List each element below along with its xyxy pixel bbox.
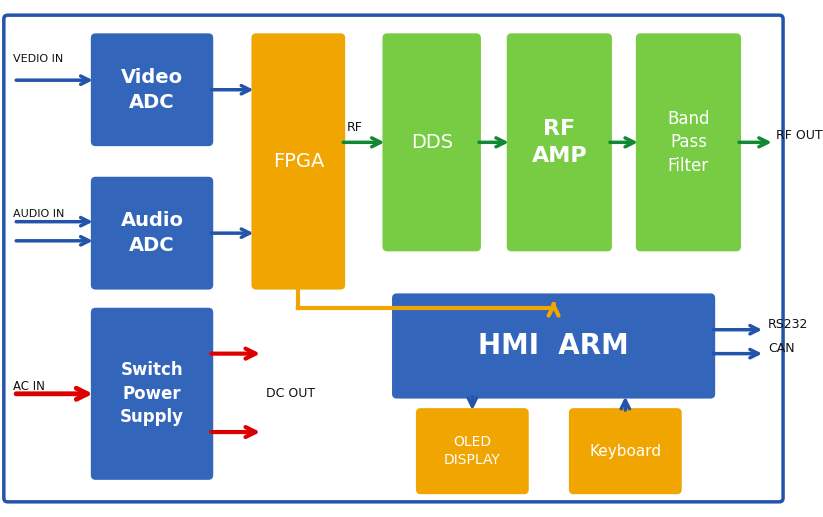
Text: Switch
Power
Supply: Switch Power Supply — [120, 361, 184, 427]
Text: AC IN: AC IN — [13, 379, 45, 392]
FancyBboxPatch shape — [91, 33, 213, 146]
FancyBboxPatch shape — [569, 408, 681, 494]
Text: AUDIO IN: AUDIO IN — [13, 209, 65, 219]
Text: VEDIO IN: VEDIO IN — [13, 54, 63, 64]
Text: CAN: CAN — [768, 342, 794, 355]
FancyBboxPatch shape — [252, 33, 345, 290]
Text: Keyboard: Keyboard — [589, 444, 662, 459]
Text: Band
Pass
Filter: Band Pass Filter — [667, 110, 709, 175]
Text: RF
AMP: RF AMP — [532, 119, 587, 165]
Text: DC OUT: DC OUT — [266, 387, 315, 400]
Text: RF OUT: RF OUT — [776, 129, 823, 142]
FancyBboxPatch shape — [383, 33, 481, 251]
Text: FPGA: FPGA — [272, 152, 324, 171]
Text: Video
ADC: Video ADC — [121, 68, 183, 112]
FancyBboxPatch shape — [507, 33, 612, 251]
Text: RS232: RS232 — [768, 318, 808, 331]
FancyBboxPatch shape — [416, 408, 528, 494]
Text: Audio
ADC: Audio ADC — [120, 211, 184, 255]
FancyBboxPatch shape — [392, 294, 715, 399]
FancyBboxPatch shape — [4, 15, 783, 502]
FancyBboxPatch shape — [91, 308, 213, 480]
Text: HMI  ARM: HMI ARM — [478, 332, 629, 360]
Text: DDS: DDS — [411, 133, 453, 152]
FancyBboxPatch shape — [91, 177, 213, 290]
Text: OLED
DISPLAY: OLED DISPLAY — [444, 435, 500, 467]
Text: RF: RF — [347, 121, 363, 134]
FancyBboxPatch shape — [636, 33, 741, 251]
